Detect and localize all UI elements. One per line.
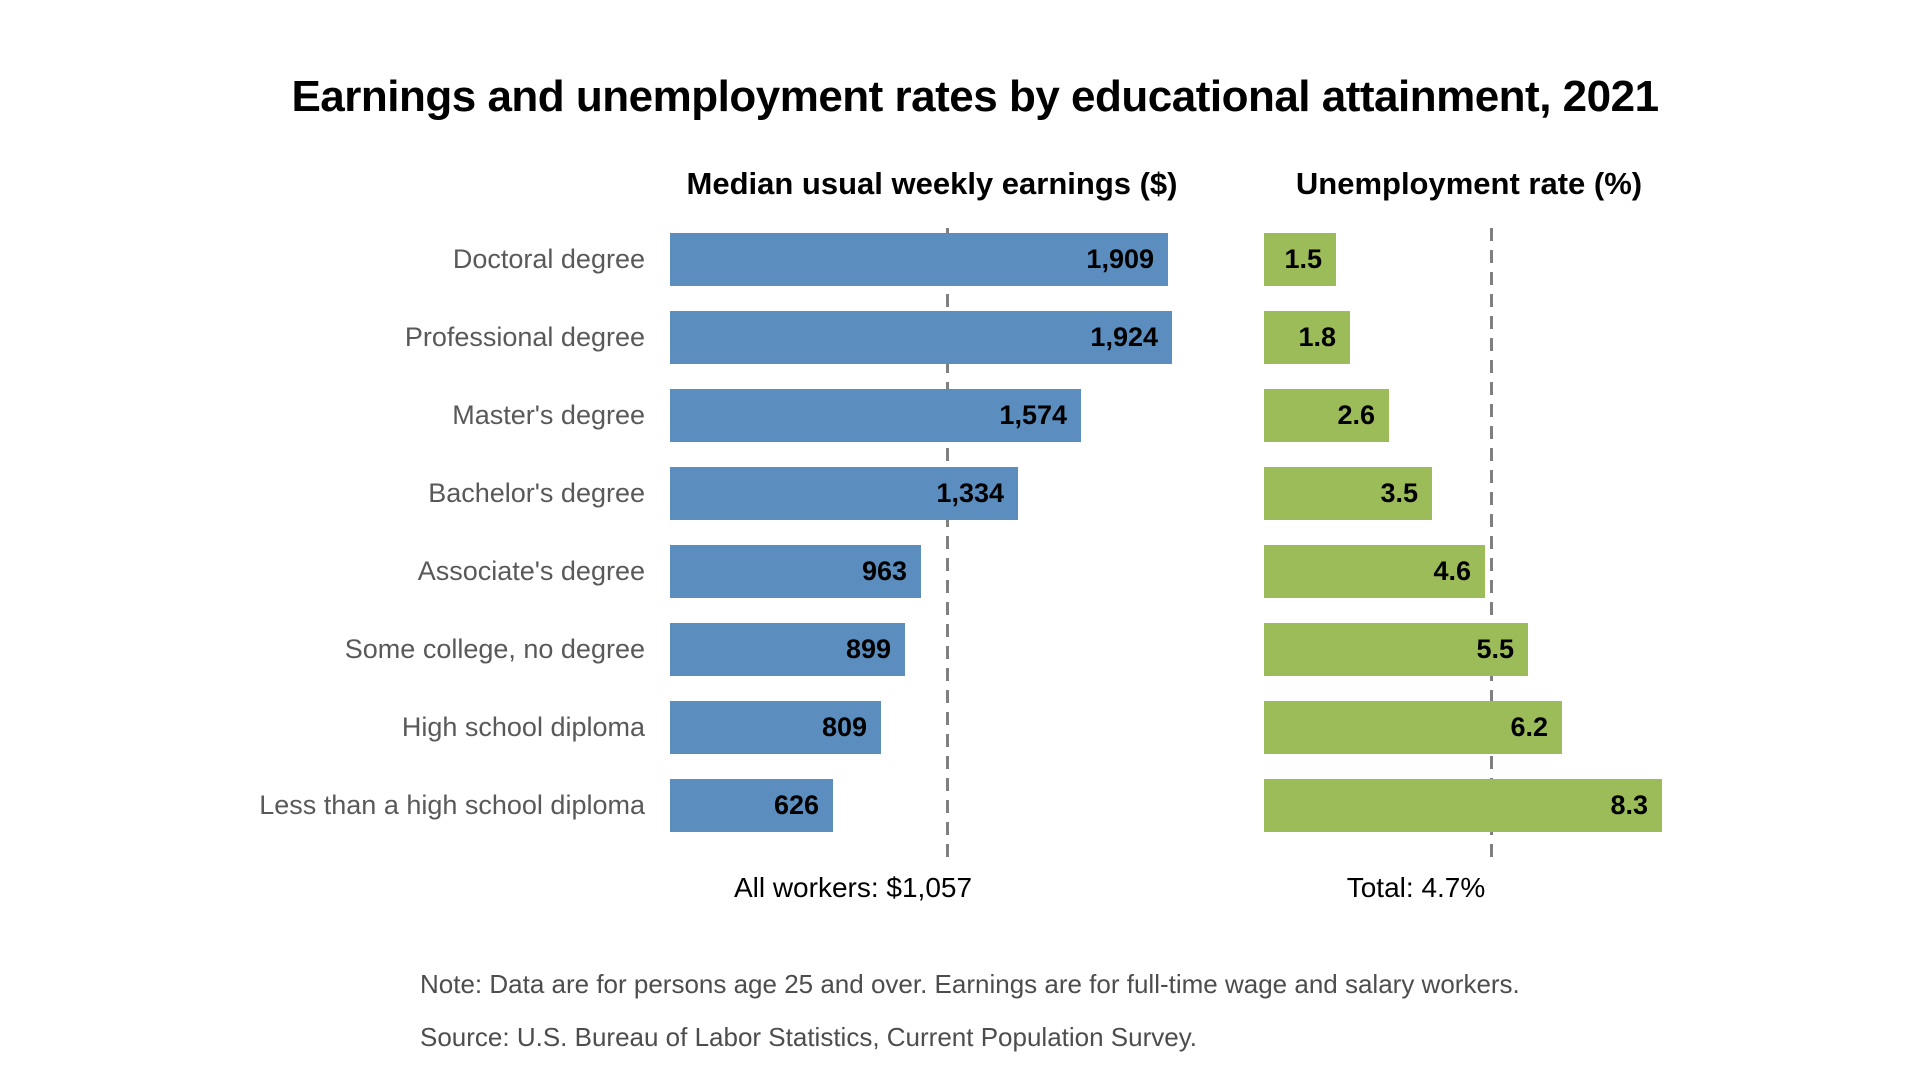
bar-value-label: 899 <box>845 634 891 664</box>
note-line: Note: Data are for persons age 25 and ov… <box>420 969 1520 999</box>
bar-value-label: 2.6 <box>1337 400 1375 430</box>
unemployment-bar: 1.8 <box>1264 311 1350 364</box>
footnotes: Note: Data are for persons age 25 and ov… <box>420 958 1520 1064</box>
bar-value-label: 8.3 <box>1610 790 1648 820</box>
bar-value-label: 963 <box>861 556 907 586</box>
unemployment-bar: 1.5 <box>1264 233 1336 286</box>
unemployment-bar: 8.3 <box>1264 779 1662 832</box>
earnings-bar: 1,924 <box>670 311 1172 364</box>
unemployment-bar: 6.2 <box>1264 701 1562 754</box>
earnings-bar: 1,574 <box>670 389 1081 442</box>
unemployment-bar: 2.6 <box>1264 389 1389 442</box>
bar-value-label: 6.2 <box>1510 712 1548 742</box>
earnings-reference-line <box>946 228 949 858</box>
earnings-bar: 809 <box>670 701 881 754</box>
earnings-bar: 1,909 <box>670 233 1168 286</box>
earnings-bar: 899 <box>670 623 905 676</box>
bar-value-label: 1,924 <box>1090 322 1158 352</box>
bar-value-label: 3.5 <box>1380 478 1418 508</box>
unemployment-bar: 3.5 <box>1264 467 1432 520</box>
bar-value-label: 4.6 <box>1433 556 1471 586</box>
bar-value-label: 1.5 <box>1284 244 1322 274</box>
category-label: Some college, no degree <box>344 634 645 664</box>
category-label: Less than a high school diploma <box>259 790 645 820</box>
chart-title: Earnings and unemployment rates by educa… <box>291 72 1659 121</box>
earnings-bar: 1,334 <box>670 467 1018 520</box>
unemployment-reference-label: Total: 4.7% <box>1346 872 1486 903</box>
bar-value-label: 626 <box>773 790 819 820</box>
bar-value-label: 809 <box>821 712 867 742</box>
category-label: Doctoral degree <box>452 244 645 274</box>
bar-value-label: 1,574 <box>999 400 1067 430</box>
earnings-panel-title: Median usual weekly earnings ($) <box>686 166 1178 201</box>
source-line: Source: U.S. Bureau of Labor Statistics,… <box>420 1022 1198 1052</box>
unemployment-bar: 5.5 <box>1264 623 1528 676</box>
category-label: Master's degree <box>452 400 645 430</box>
unemployment-reference-line <box>1490 228 1493 858</box>
category-label: High school diploma <box>401 712 645 742</box>
category-label: Bachelor's degree <box>428 478 645 508</box>
unemployment-bar: 4.6 <box>1264 545 1485 598</box>
earnings-bar: 626 <box>670 779 833 832</box>
bar-value-label: 1,334 <box>936 478 1004 508</box>
category-label: Professional degree <box>404 322 645 352</box>
unemployment-panel-title: Unemployment rate (%) <box>1295 166 1643 201</box>
earnings-reference-label: All workers: $1,057 <box>733 872 973 903</box>
bar-value-label: 5.5 <box>1476 634 1514 664</box>
bar-value-label: 1,909 <box>1086 244 1154 274</box>
bar-value-label: 1.8 <box>1298 322 1336 352</box>
category-label: Associate's degree <box>417 556 645 586</box>
earnings-bar: 963 <box>670 545 921 598</box>
